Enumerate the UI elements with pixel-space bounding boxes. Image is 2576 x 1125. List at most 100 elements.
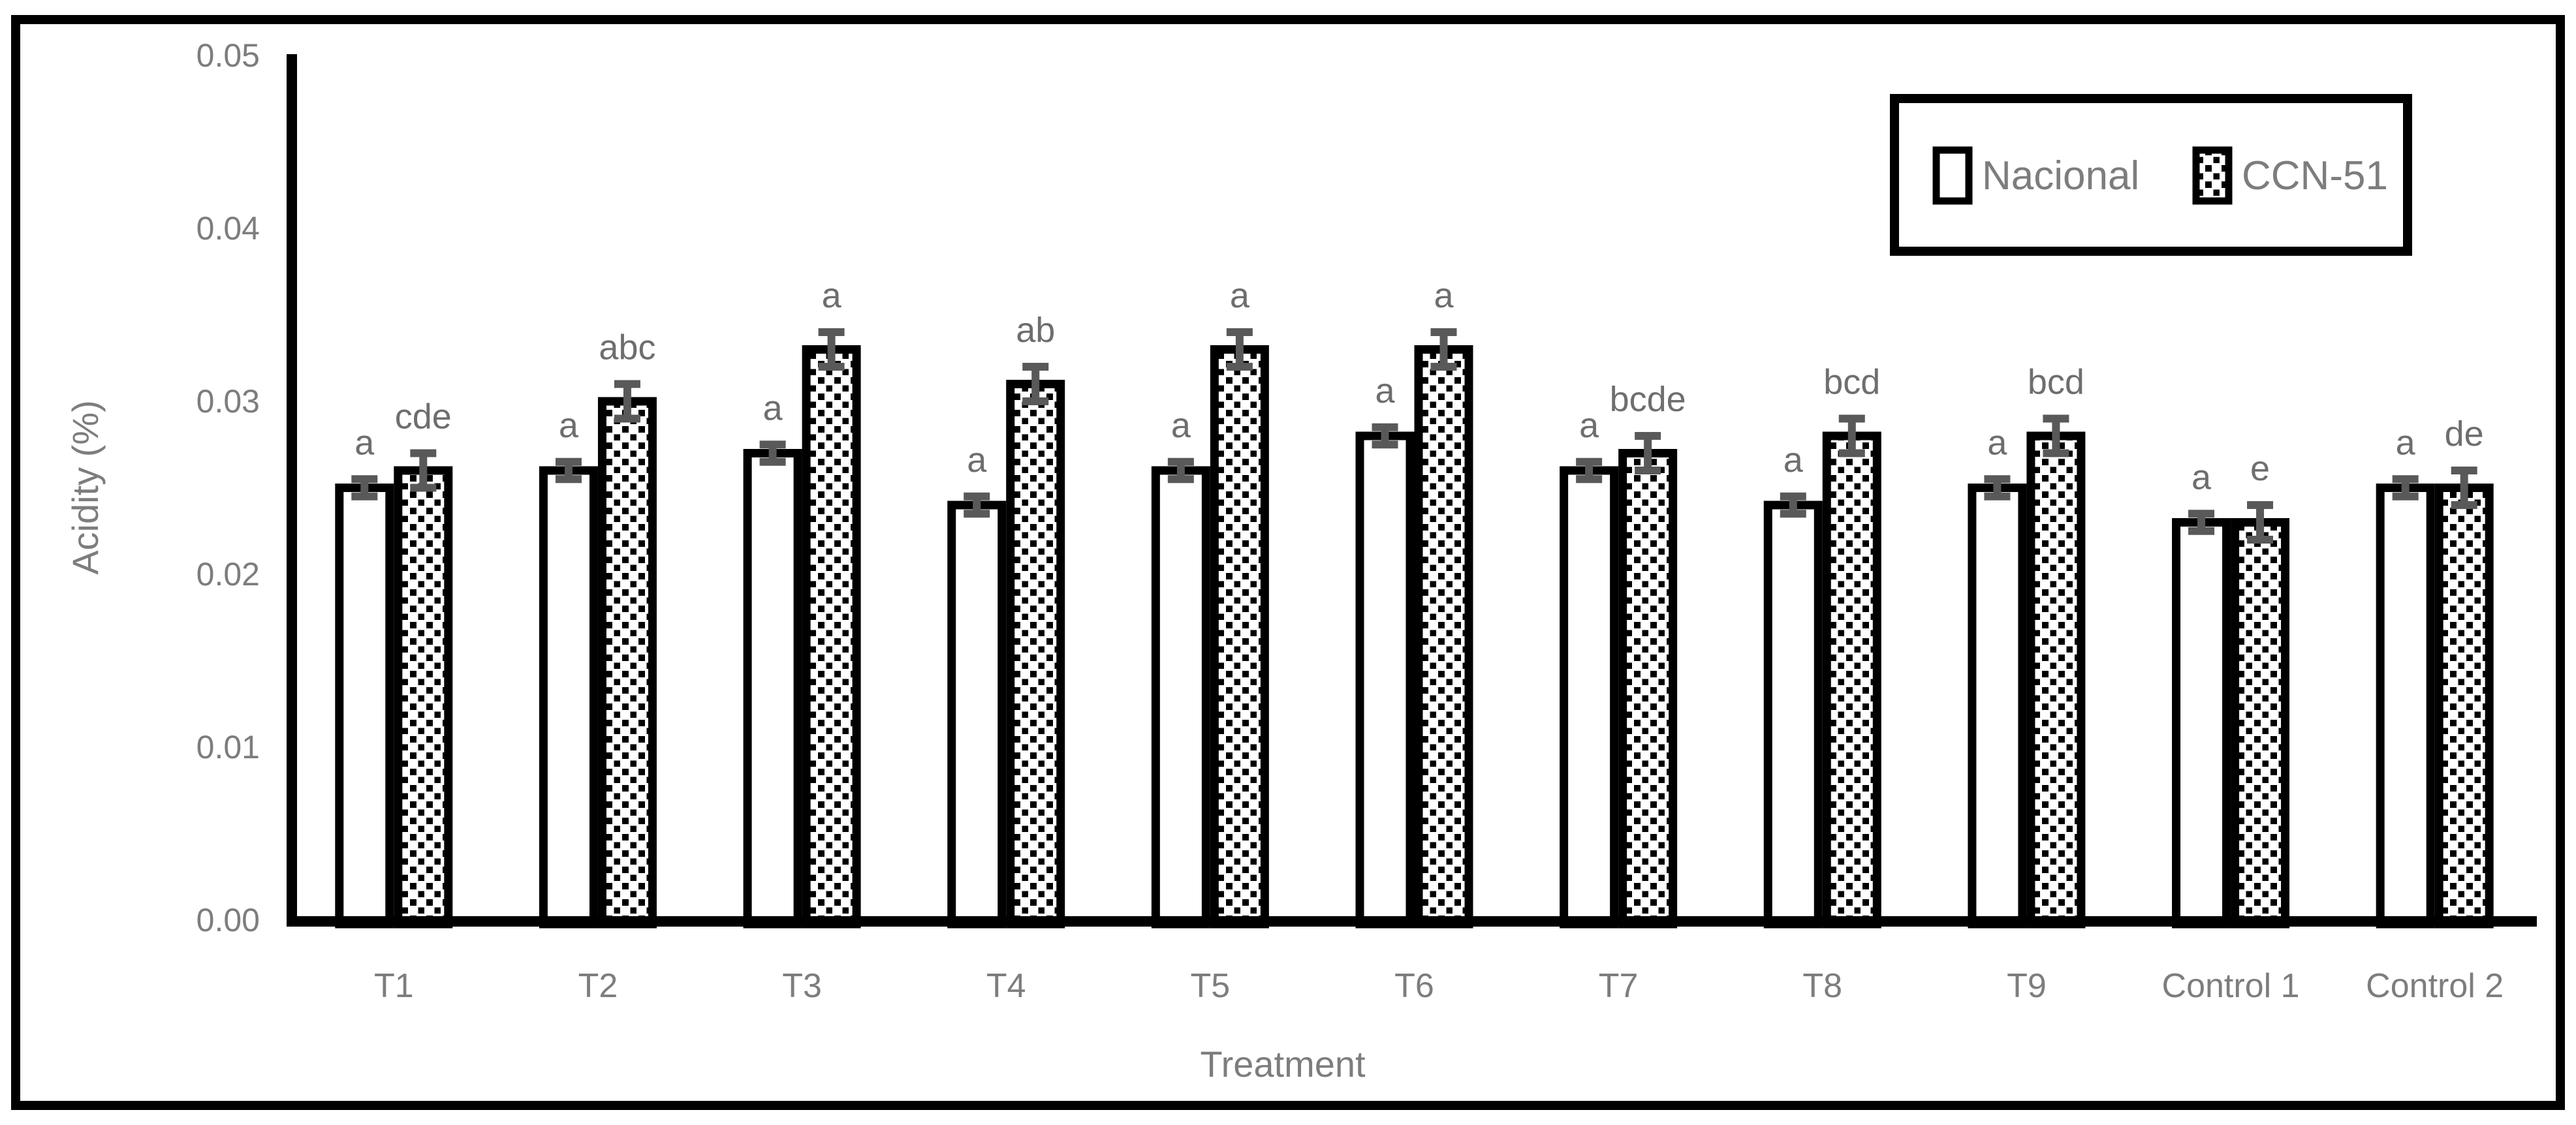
error-bar-nacional-control-1 <box>2188 510 2215 535</box>
sig-letter-ccn-51-t6: a <box>1434 276 1454 315</box>
sig-letter-nacional-t7: a <box>1579 406 1599 445</box>
sig-letter-ccn-51-t5: a <box>1230 276 1250 315</box>
bar-nacional-control-2 <box>2376 484 2435 929</box>
sig-letter-nacional-t2: a <box>559 406 579 445</box>
sig-letter-ccn-51-control-2: de <box>2445 414 2484 454</box>
error-bar-ccn-51-t4 <box>1022 363 1049 405</box>
error-bar-ccn-51-t8 <box>1838 414 1865 457</box>
bar-ccn-51-t5 <box>1210 345 1269 929</box>
bar-ccn-51-t6 <box>1414 345 1473 929</box>
error-bar-ccn-51-t2 <box>614 380 640 423</box>
sig-letter-nacional-t3: a <box>763 388 783 427</box>
y-tick-label-0.04: 0.04 <box>196 210 260 247</box>
error-bar-nacional-t5 <box>1167 457 1194 484</box>
sig-letter-nacional-t5: a <box>1171 406 1191 445</box>
error-bar-ccn-51-t1 <box>410 449 437 492</box>
y-tick-label-0.03: 0.03 <box>196 383 260 420</box>
x-tick-label-t7: T7 <box>1599 967 1639 1005</box>
bar-ccn-51-t7 <box>1618 449 1678 929</box>
error-bar-nacional-t3 <box>759 440 786 466</box>
x-tick-label-t2: T2 <box>578 967 618 1005</box>
x-tick-label-t6: T6 <box>1394 967 1434 1005</box>
bar-nacional-t8 <box>1763 501 1823 929</box>
error-bar-nacional-t6 <box>1372 423 1398 449</box>
error-bar-nacional-t1 <box>351 475 378 501</box>
legend-label-nacional: Nacional <box>1982 153 2139 198</box>
sig-letter-ccn-51-control-1: e <box>2250 449 2270 488</box>
error-bar-ccn-51-control-2 <box>2451 467 2477 509</box>
error-bar-ccn-51-t9 <box>2043 414 2069 457</box>
legend-swatch-nacional <box>1932 146 1973 205</box>
x-tick-label-t5: T5 <box>1191 967 1231 1005</box>
y-tick-label-0.05: 0.05 <box>196 37 260 74</box>
y-tick-label-0.00: 0.00 <box>196 902 260 938</box>
x-tick-label-t1: T1 <box>374 967 414 1005</box>
error-bar-nacional-t9 <box>1984 475 2011 501</box>
sig-letter-nacional-t8: a <box>1783 440 1804 480</box>
bar-ccn-51-t8 <box>1822 431 1881 929</box>
error-bar-ccn-51-t7 <box>1635 432 1661 474</box>
y-tick-label-0.01: 0.01 <box>196 729 260 765</box>
sig-letter-ccn-51-t2: abc <box>599 328 655 367</box>
legend-label-ccn51: CCN-51 <box>2242 153 2388 198</box>
error-bar-nacional-t8 <box>1780 492 1806 518</box>
x-tick-labels: T1 T2 T3 T4 T5 T6 T7 T8 T9 Control 1 Control 2 <box>374 967 2504 1005</box>
bar-ccn-51-t4 <box>1006 380 1065 929</box>
sig-letter-ccn-51-t4: ab <box>1016 311 1055 350</box>
x-tick-label-t8: T8 <box>1802 967 1842 1005</box>
error-bar-ccn-51-control-1 <box>2247 501 2274 544</box>
legend-border <box>1890 94 2412 256</box>
sig-letter-ccn-51-t7: bcde <box>1610 380 1686 419</box>
sig-letter-ccn-51-t9: bcd <box>2028 363 2084 402</box>
x-axis-line <box>287 916 2537 927</box>
bar-nacional-t3 <box>743 449 802 929</box>
error-bars-layer <box>351 328 2477 544</box>
x-tick-label-control-1: Control 1 <box>2162 967 2300 1005</box>
sig-letter-ccn-51-t1: cde <box>395 397 452 437</box>
x-tick-label-t3: T3 <box>782 967 822 1005</box>
bars-layer <box>335 345 2494 929</box>
x-tick-label-control-2: Control 2 <box>2366 967 2504 1005</box>
figure-border <box>11 15 2565 1110</box>
legend-swatch-ccn51 <box>2192 146 2233 205</box>
bar-ccn-51-control-1 <box>2231 518 2290 929</box>
bar-nacional-t5 <box>1151 466 1210 929</box>
error-bar-ccn-51-t5 <box>1226 328 1253 371</box>
bar-nacional-t7 <box>1560 466 1619 929</box>
bar-nacional-control-1 <box>2172 518 2231 929</box>
bar-nacional-t4 <box>947 501 1007 929</box>
y-axis-title: Acidity (%) <box>65 400 106 575</box>
bar-ccn-51-t2 <box>597 397 657 929</box>
y-tick-label-0.02: 0.02 <box>196 556 260 593</box>
sig-letter-ccn-51-t3: a <box>822 276 842 315</box>
sig-letter-nacional-t9: a <box>1987 423 2007 462</box>
sig-letter-nacional-t4: a <box>967 440 987 480</box>
bar-nacional-t1 <box>335 484 394 929</box>
sig-letter-nacional-control-1: a <box>2191 457 2212 497</box>
bar-nacional-t6 <box>1355 431 1415 929</box>
y-axis-line <box>287 54 297 927</box>
error-bar-nacional-t7 <box>1576 457 1603 484</box>
error-bar-nacional-t2 <box>555 457 582 484</box>
bar-ccn-51-t1 <box>394 466 453 929</box>
sig-letter-nacional-t6: a <box>1375 371 1395 410</box>
error-bar-nacional-t4 <box>964 492 990 518</box>
x-axis-title: Treatment <box>1200 1043 1366 1085</box>
y-tick-labels: 0.00 0.01 0.02 0.03 0.04 0.05 <box>196 37 260 938</box>
bar-nacional-t2 <box>539 466 598 929</box>
error-bar-ccn-51-t3 <box>818 328 845 371</box>
bar-ccn-51-control-2 <box>2434 484 2494 929</box>
bar-nacional-t9 <box>1968 484 2027 929</box>
bar-ccn-51-t3 <box>802 345 861 929</box>
error-bar-ccn-51-t6 <box>1430 328 1457 371</box>
x-tick-label-t4: T4 <box>986 967 1026 1005</box>
legend: Nacional CCN-51 <box>1890 94 2412 256</box>
sig-letter-nacional-t1: a <box>354 423 375 462</box>
sig-letter-nacional-control-2: a <box>2396 423 2416 462</box>
error-bar-nacional-control-2 <box>2392 475 2419 501</box>
x-tick-label-t9: T9 <box>2007 967 2047 1005</box>
bar-ccn-51-t9 <box>2026 431 2086 929</box>
